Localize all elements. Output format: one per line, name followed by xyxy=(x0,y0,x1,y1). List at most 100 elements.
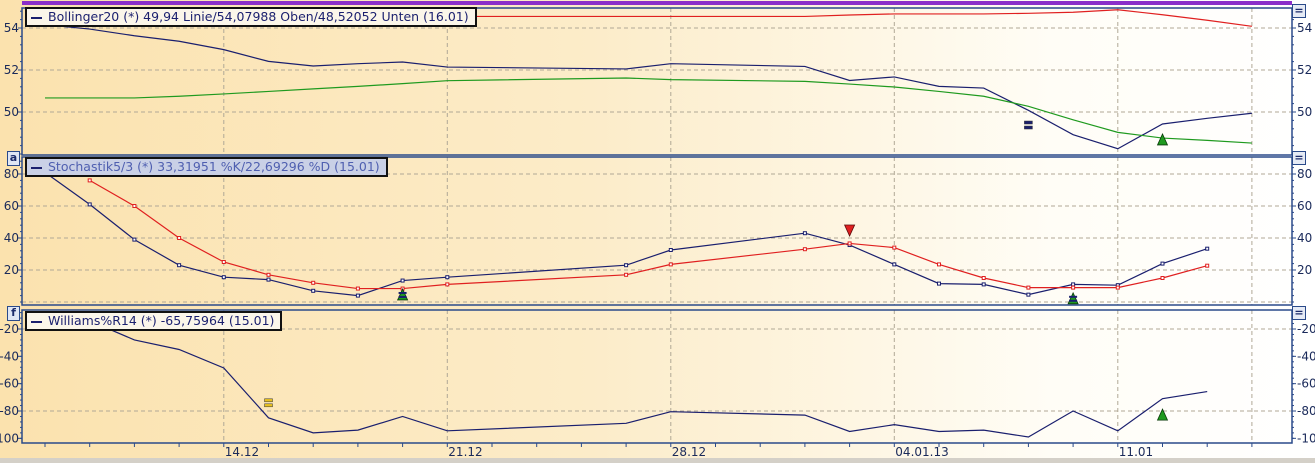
bollinger-legend[interactable]: Bollinger20 (*) 49,94 Linie/54,07988 Obe… xyxy=(25,7,477,27)
y-tick-label-right: -60 xyxy=(1297,377,1315,391)
y-tick-label-left: 54 xyxy=(4,21,19,35)
data-point xyxy=(981,282,986,287)
y-tick-label-right: -100 xyxy=(1297,431,1315,445)
data-point xyxy=(1026,292,1031,297)
data-point xyxy=(177,263,182,268)
equals-signal-icon xyxy=(264,403,273,408)
top-accent-bar xyxy=(22,1,1292,5)
x-tick-label: 21.12 xyxy=(448,445,482,459)
bollinger-frame xyxy=(21,7,1293,156)
williams-menu-button[interactable]: = xyxy=(1292,306,1306,320)
data-point xyxy=(937,281,941,286)
equals-icon: = xyxy=(1294,151,1304,164)
stochastic-line-pctk xyxy=(44,171,1208,297)
y-tick-label-right: 80 xyxy=(1297,167,1312,181)
data-point xyxy=(668,248,673,252)
williams-legend[interactable]: Williams%R14 (*) -65,75964 (15.01) xyxy=(25,311,283,331)
equals-signal-icon xyxy=(398,295,407,298)
y-tick-label-left: 20 xyxy=(4,263,19,277)
williams-frame xyxy=(21,309,1293,444)
buy-signal-triangle-icon xyxy=(1156,132,1169,146)
buy-signal-triangle-icon xyxy=(1156,408,1169,421)
y-tick-label-right: 50 xyxy=(1297,105,1312,119)
equals-signal-icon xyxy=(1024,120,1033,125)
data-point xyxy=(132,237,137,242)
y-tick-label-right: 20 xyxy=(1297,263,1312,277)
data-point xyxy=(624,263,629,268)
data-point xyxy=(937,262,941,267)
equals-icon: = xyxy=(1294,306,1304,319)
y-tick-label-left: 52 xyxy=(4,63,19,77)
stochastic-series-group xyxy=(43,170,1210,298)
x-tick-label: 14.12 xyxy=(225,445,259,459)
data-point xyxy=(221,275,226,280)
y-tick-label-left: 40 xyxy=(4,231,19,245)
data-point xyxy=(1205,263,1210,268)
x-tick-label: 04.01.13 xyxy=(895,445,948,459)
data-point xyxy=(1071,282,1076,287)
legend-line-icon xyxy=(31,320,42,323)
stochastic-menu-button[interactable]: = xyxy=(1292,151,1306,165)
sell-signal-triangle-icon xyxy=(843,224,856,237)
bollinger-legend-text: Bollinger20 (*) 49,94 Linie/54,07988 Obe… xyxy=(48,9,469,24)
stochastic-panel: 80 80 60 60 40 40 20 20 xyxy=(4,156,1312,306)
data-point xyxy=(87,202,92,207)
y-tick-label-left: -20 xyxy=(0,322,19,336)
stochastic-line-pctd xyxy=(89,179,1208,290)
equals-signal-icon xyxy=(398,291,407,294)
data-point xyxy=(892,262,897,267)
x-tick-label: 11.01 xyxy=(1119,445,1153,459)
data-point xyxy=(1026,285,1031,290)
data-point xyxy=(355,293,360,298)
y-tick-label-left: 80 xyxy=(4,167,19,181)
bollinger-menu-button[interactable]: = xyxy=(1292,4,1306,18)
y-tick-label-right: 60 xyxy=(1297,199,1312,213)
data-point xyxy=(1115,285,1120,290)
y-tick-label-right: 52 xyxy=(1297,63,1312,77)
data-point xyxy=(87,178,92,183)
data-point xyxy=(266,277,271,282)
data-point xyxy=(266,272,271,277)
buy-signal-triangle-icon xyxy=(1067,291,1079,305)
y-tick-label-right: -40 xyxy=(1297,349,1315,363)
data-point xyxy=(132,204,137,208)
data-point xyxy=(221,260,226,264)
bollinger-panel: 54 54 52 52 50 50 xyxy=(4,7,1312,156)
y-tick-label-left: -100 xyxy=(0,431,19,445)
y-tick-label-left: -80 xyxy=(0,404,19,418)
williams-legend-text: Williams%R14 (*) -65,75964 (15.01) xyxy=(48,313,275,328)
stochastic-panel-tag[interactable]: a xyxy=(7,151,20,166)
data-point xyxy=(1205,246,1210,251)
data-point xyxy=(847,241,852,246)
legend-line-icon xyxy=(31,166,42,169)
buy-signal-triangle-icon xyxy=(396,287,409,301)
x-tick-label: 28.12 xyxy=(672,445,706,459)
williams-line-pctr xyxy=(44,312,1208,438)
data-point xyxy=(311,280,316,285)
data-point xyxy=(802,247,807,252)
bollinger-line-linie xyxy=(44,24,1252,150)
williams-panel-tag[interactable]: f xyxy=(7,306,20,321)
y-tick-label-left: 50 xyxy=(4,105,19,119)
data-point xyxy=(445,275,450,280)
data-point xyxy=(177,236,182,240)
data-point xyxy=(981,276,986,280)
equals-signal-icon xyxy=(264,398,273,403)
williams-series-group xyxy=(44,312,1208,438)
y-tick-label-left: -40 xyxy=(0,349,19,363)
data-point xyxy=(892,245,897,250)
stochastic-legend[interactable]: Stochastik5/3 (*) 33,31951 %K/22,69296 %… xyxy=(25,157,388,177)
equals-signal-icon xyxy=(1024,125,1033,130)
data-point xyxy=(624,272,629,277)
y-tick-label-right: 40 xyxy=(1297,231,1312,245)
y-tick-label-right: -20 xyxy=(1297,322,1315,336)
data-point xyxy=(355,286,360,291)
bollinger-series-group xyxy=(44,9,1252,150)
y-tick-label-left: 60 xyxy=(4,199,19,213)
data-point xyxy=(311,288,316,293)
data-point xyxy=(1160,261,1165,266)
y-tick-label-right: -80 xyxy=(1297,404,1315,418)
data-point xyxy=(668,262,673,267)
